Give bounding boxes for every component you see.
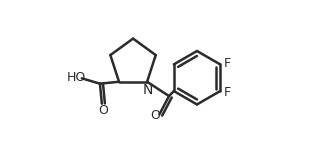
Text: F: F [224, 57, 231, 70]
Text: N: N [143, 83, 153, 97]
Text: HO: HO [66, 71, 86, 84]
Text: O: O [150, 109, 160, 122]
Text: O: O [98, 104, 108, 116]
Text: F: F [224, 86, 231, 98]
